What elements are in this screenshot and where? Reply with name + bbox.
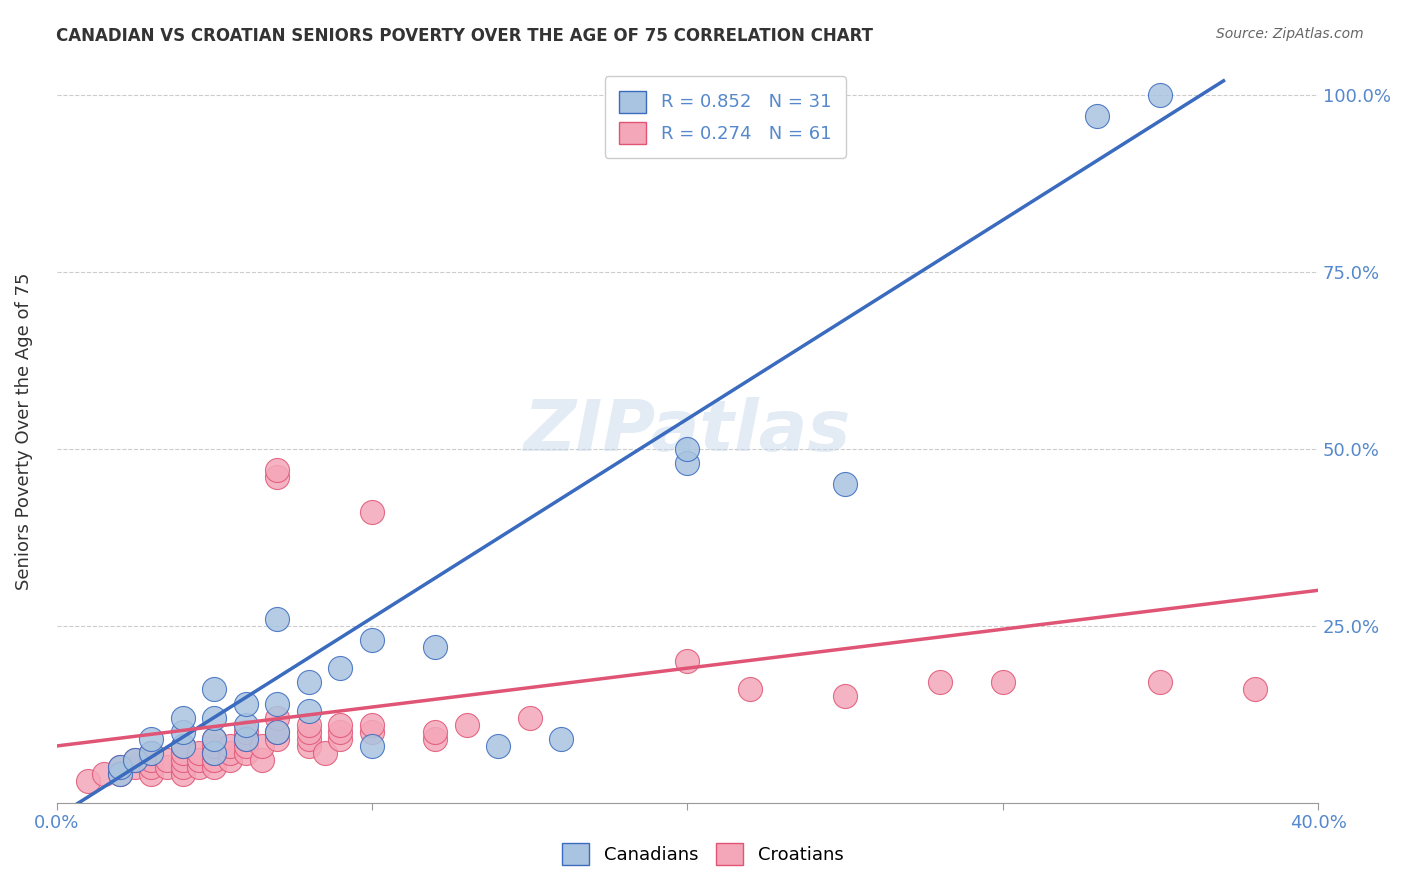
Point [991, 675, 1014, 690]
Point [266, 463, 288, 477]
Point [298, 739, 321, 753]
Point [187, 746, 209, 760]
Point [141, 731, 163, 746]
Point [108, 760, 131, 774]
Point [202, 711, 225, 725]
Point [202, 760, 225, 774]
Point [1149, 675, 1171, 690]
Point [928, 675, 950, 690]
Point [141, 767, 163, 781]
Point [266, 724, 288, 739]
Point [219, 746, 242, 760]
Point [172, 753, 194, 767]
Point [423, 724, 446, 739]
Point [235, 731, 257, 746]
Point [250, 753, 273, 767]
Point [187, 753, 209, 767]
Point [519, 711, 541, 725]
Point [298, 675, 321, 690]
Legend: Canadians, Croatians: Canadians, Croatians [554, 834, 852, 874]
Point [834, 690, 856, 704]
Point [298, 724, 321, 739]
Point [298, 718, 321, 732]
Point [314, 746, 336, 760]
Point [329, 724, 352, 739]
Point [141, 746, 163, 760]
Text: Source: ZipAtlas.com: Source: ZipAtlas.com [1216, 27, 1364, 41]
Point [202, 739, 225, 753]
Point [298, 731, 321, 746]
Point [202, 731, 225, 746]
Point [172, 711, 194, 725]
Point [361, 724, 384, 739]
Point [172, 767, 194, 781]
Point [172, 739, 194, 753]
Point [423, 731, 446, 746]
Point [676, 456, 699, 470]
Point [93, 767, 115, 781]
Point [202, 753, 225, 767]
Point [202, 731, 225, 746]
Point [108, 760, 131, 774]
Point [456, 718, 478, 732]
Point [156, 760, 179, 774]
Point [266, 612, 288, 626]
Point [172, 724, 194, 739]
Point [1244, 682, 1267, 697]
Text: CANADIAN VS CROATIAN SENIORS POVERTY OVER THE AGE OF 75 CORRELATION CHART: CANADIAN VS CROATIAN SENIORS POVERTY OVE… [56, 27, 873, 45]
Point [676, 442, 699, 456]
Point [423, 640, 446, 654]
Point [77, 774, 100, 789]
Point [361, 718, 384, 732]
Point [676, 654, 699, 668]
Point [172, 739, 194, 753]
Text: ZIPatlas: ZIPatlas [523, 397, 851, 466]
Point [108, 767, 131, 781]
Point [235, 746, 257, 760]
Point [141, 760, 163, 774]
Point [266, 711, 288, 725]
Point [124, 760, 146, 774]
Point [361, 632, 384, 647]
Point [124, 753, 146, 767]
Point [361, 739, 384, 753]
Point [329, 661, 352, 675]
Point [266, 470, 288, 484]
Point [187, 760, 209, 774]
Point [1085, 109, 1108, 123]
Point [172, 760, 194, 774]
Point [235, 697, 257, 711]
Point [156, 753, 179, 767]
Point [486, 739, 509, 753]
Legend: R = 0.852   N = 31, R = 0.274   N = 61: R = 0.852 N = 31, R = 0.274 N = 61 [605, 76, 845, 158]
Point [1149, 87, 1171, 102]
Point [235, 724, 257, 739]
Y-axis label: Seniors Poverty Over the Age of 75: Seniors Poverty Over the Age of 75 [15, 272, 32, 590]
Point [219, 753, 242, 767]
Point [141, 753, 163, 767]
Point [124, 753, 146, 767]
Point [202, 746, 225, 760]
Point [235, 731, 257, 746]
Point [361, 506, 384, 520]
Point [202, 682, 225, 697]
Point [266, 731, 288, 746]
Point [108, 767, 131, 781]
Point [235, 718, 257, 732]
Point [141, 746, 163, 760]
Point [298, 704, 321, 718]
Point [172, 746, 194, 760]
Point [235, 739, 257, 753]
Point [202, 746, 225, 760]
Point [329, 718, 352, 732]
Point [266, 724, 288, 739]
Point [219, 739, 242, 753]
Point [550, 731, 572, 746]
Point [834, 477, 856, 491]
Point [250, 739, 273, 753]
Point [329, 731, 352, 746]
Point [266, 697, 288, 711]
Point [740, 682, 762, 697]
